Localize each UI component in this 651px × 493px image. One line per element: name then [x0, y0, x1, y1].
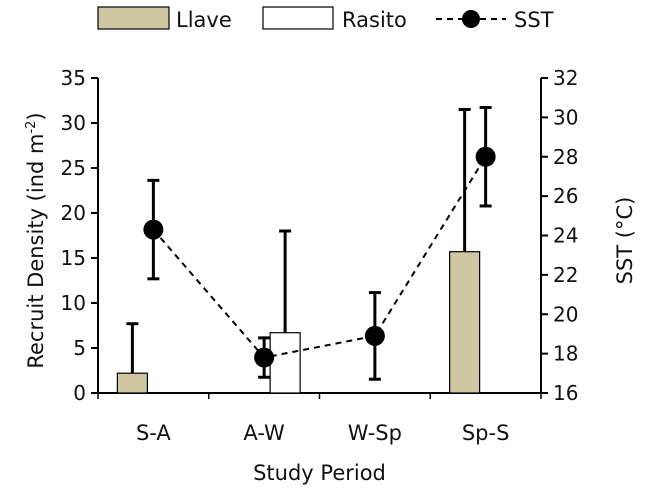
- legend: Llave Rasito SST: [97, 6, 554, 32]
- y-right-tick-label: 30: [553, 105, 578, 129]
- y-left-tick-label: 25: [61, 156, 86, 180]
- y-right-tick-label: 32: [553, 66, 578, 90]
- y-left-tick-label: 5: [73, 336, 86, 360]
- y-right-tick-label: 28: [553, 145, 578, 169]
- y-left-tick-label: 0: [73, 381, 86, 405]
- y-right-tick-label: 24: [553, 224, 578, 248]
- legend-label-sst: SST: [514, 8, 554, 32]
- legend-swatch-rasito: [262, 6, 334, 30]
- y-left-label-sup: -2: [24, 121, 39, 134]
- y-right-tick-label: 26: [553, 184, 578, 208]
- x-tick-label: Sp-S: [462, 421, 510, 445]
- x-tick-label: A-W: [243, 421, 285, 445]
- sst-series: [143, 106, 496, 381]
- legend-label-rasito: Rasito: [342, 8, 407, 32]
- x-tick-label: S-A: [136, 421, 171, 445]
- y-left-tick-label: 10: [61, 291, 86, 315]
- sst-point: [254, 347, 275, 368]
- bar-rasito: [269, 332, 301, 394]
- sst-point: [143, 219, 164, 240]
- y-left-label-close: ): [24, 112, 48, 120]
- sst-point: [475, 146, 496, 167]
- legend-swatch-llave: [97, 6, 170, 30]
- y-left-axis-label: Recruit Density (ind m-2): [24, 112, 48, 368]
- y-left-tick-label: 30: [61, 111, 86, 135]
- sst-point: [364, 325, 385, 346]
- legend-marker-sst: [462, 10, 480, 28]
- bar-llave: [116, 372, 148, 394]
- y-right-tick-label: 20: [553, 302, 578, 326]
- y-left-tick-label: 35: [61, 66, 86, 90]
- x-axis-label: Study Period: [253, 461, 386, 485]
- axes: 0 5 10 15 20 25 30 35 16 18 20 22 24 26 28 30 32 S-A A-W W-…: [61, 66, 579, 445]
- legend-label-llave: Llave: [176, 8, 232, 32]
- y-left-tick-label: 15: [61, 246, 86, 270]
- y-right-tick-label: 18: [553, 342, 578, 366]
- y-right-tick-label: 22: [553, 263, 578, 287]
- y-right-tick-label: 16: [553, 381, 578, 405]
- y-left-tick-label: 20: [61, 201, 86, 225]
- x-tick-label: W-Sp: [348, 421, 402, 445]
- sst-line: [152, 156, 487, 359]
- bar-llave: [449, 251, 481, 394]
- y-left-label-main: Recruit Density (ind m: [24, 134, 48, 369]
- bars: [116, 108, 522, 394]
- y-right-axis-label: SST (°C): [613, 197, 637, 285]
